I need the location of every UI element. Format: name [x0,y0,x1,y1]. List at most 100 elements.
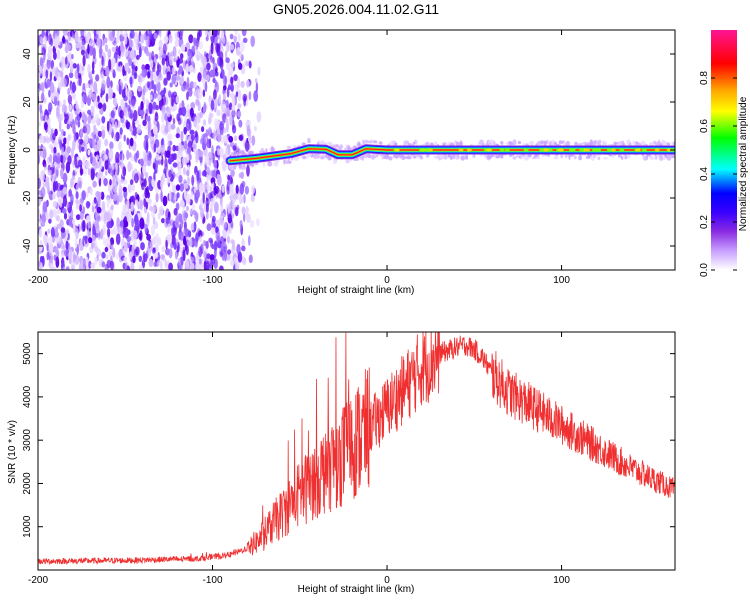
noise-cell [126,213,132,224]
noise-cell [38,121,42,127]
noise-cell [230,261,235,267]
halo-cell [322,152,325,158]
colorbar-tick-label: 0.0 [699,263,710,277]
noise-cell [165,150,171,159]
noise-cell [255,82,259,93]
noise-cell [98,157,103,170]
noise-cell [161,172,166,184]
noise-cell [253,90,259,102]
noise-cell [67,155,72,165]
halo-cell [517,140,522,145]
noise-cell [97,130,103,138]
noise-cell [175,75,181,81]
noise-cell [83,114,88,123]
noise-cell [198,30,202,38]
noise-cell [254,78,258,84]
noise-cell [56,182,62,192]
halo-cell [487,139,491,145]
noise-cell [177,168,182,176]
noise-cell [193,221,197,232]
track-blob [592,148,597,152]
noise-cell [152,101,157,110]
track-blob [394,148,400,152]
noise-cell [206,174,210,181]
y-tick-label: 20 [22,96,33,108]
noise-cell [196,54,200,61]
noise-cell [54,66,59,79]
halo-cell [367,140,373,144]
noise-cell [172,162,178,168]
noise-cell [91,117,96,125]
noise-cell [186,205,189,212]
noise-cell [40,186,46,198]
noise-cell [144,223,148,234]
noise-cell [39,104,43,114]
noise-cell [60,241,65,250]
noise-cell [60,227,66,233]
noise-cell [80,197,85,203]
halo-cell [666,142,671,146]
signal-track [229,148,675,162]
halo-cell [359,157,364,160]
noise-cell [179,162,182,169]
noise-cell [108,251,114,257]
noise-cell [122,186,127,192]
halo-cell [455,141,461,147]
halo-cell [657,140,661,145]
noise-cell [102,236,106,246]
noise-cell [175,184,181,191]
track-blob [425,148,430,152]
noise-cell [48,218,52,224]
noise-cell [219,37,223,43]
noise-cell [216,118,221,126]
noise-cell [220,237,224,243]
noise-cell [98,232,101,239]
noise-cell [79,62,82,74]
noise-cell [153,91,158,99]
noise-cell [177,257,182,266]
noise-cell [154,112,159,122]
noise-cell [186,119,191,132]
noise-cell [234,30,238,36]
noise-cell [124,62,130,72]
noise-cell [101,261,106,268]
noise-cell [45,180,50,190]
noise-cell [115,48,121,56]
halo-cell [381,156,384,160]
noise-cell [219,265,224,270]
noise-cell [202,89,206,97]
noise-cell [75,191,79,200]
noise-cell [157,237,162,246]
noise-cell [103,37,108,44]
y-tick-label: 3000 [22,429,33,452]
noise-cell [38,208,41,221]
noise-cell [176,151,179,164]
noise-cell [195,99,200,106]
noise-cell [165,239,168,250]
noise-cell [211,227,216,235]
noise-cell [227,206,231,214]
noise-cell [42,201,48,213]
noise-cell [62,266,67,270]
noise-cell [145,98,149,106]
noise-cell [202,191,205,204]
noise-cell [226,41,230,53]
noise-cell [89,84,93,91]
noise-cell [120,178,124,184]
noise-cell [120,98,125,110]
noise-cell [119,127,123,135]
noise-cell [41,88,45,94]
noise-cell [38,65,42,72]
noise-cell [151,50,155,62]
halo-cell [582,141,588,145]
halo-cell [370,154,376,160]
noise-cell [187,176,190,185]
halo-cell [626,153,631,159]
noise-cell [130,95,136,107]
noise-cell [236,243,241,255]
noise-cell [123,48,129,58]
track-blob [547,148,553,152]
noise-cell [233,192,238,200]
noise-cell [184,156,188,165]
snr-frame [37,331,676,571]
